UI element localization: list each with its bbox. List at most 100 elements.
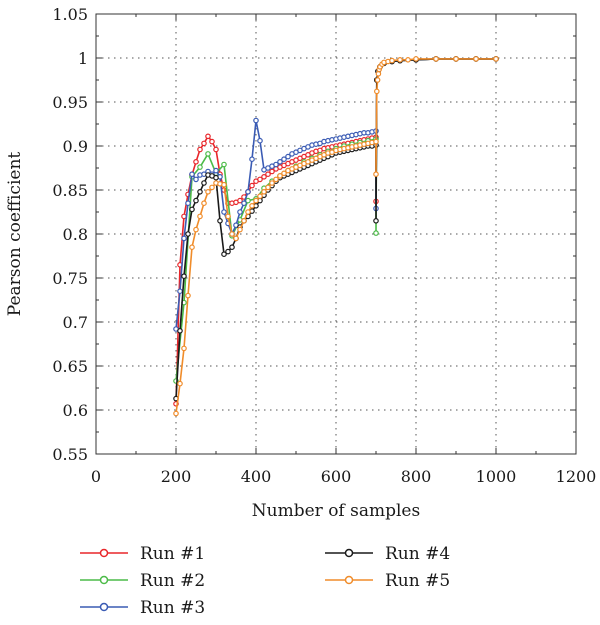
data-point (397, 56, 403, 63)
data-point (189, 171, 195, 178)
data-point (373, 138, 379, 145)
legend-item: Run #4 (325, 544, 450, 564)
legend-item: Run #1 (80, 544, 205, 564)
data-point (193, 197, 199, 204)
data-point (257, 176, 263, 183)
data-point (233, 235, 239, 242)
data-point (213, 146, 219, 153)
legend-marker (99, 575, 109, 585)
data-point (221, 251, 227, 258)
data-point (249, 182, 255, 189)
data-point (245, 209, 251, 215)
data-point (433, 56, 439, 62)
y-tick-label: 0.75 (52, 269, 88, 288)
data-point (225, 248, 231, 255)
data-point (193, 176, 199, 183)
y-tick-label: 0.7 (63, 313, 88, 332)
y-tick-label: 0.95 (52, 93, 88, 112)
data-point (249, 203, 255, 209)
x-tick-label: 600 (321, 467, 352, 486)
data-point (373, 218, 379, 224)
data-point (205, 133, 211, 140)
data-point (185, 200, 191, 207)
data-point (177, 327, 183, 334)
data-point (265, 184, 271, 191)
legend-item: Run #3 (80, 598, 205, 618)
data-point (181, 273, 187, 280)
data-point (261, 189, 267, 195)
data-point (373, 88, 380, 95)
data-point (221, 209, 227, 215)
data-point (205, 151, 211, 157)
data-point (185, 292, 191, 299)
data-point (197, 164, 203, 170)
legend: Run #1 Run #2 Run #3 Run #4 Run #5 (80, 544, 450, 618)
legend-label: Run #4 (385, 544, 450, 564)
data-point (193, 226, 199, 233)
data-point (253, 117, 259, 124)
data-point (225, 213, 231, 220)
y-tick-label: 0.6 (63, 401, 88, 420)
data-point (257, 193, 263, 200)
data-point (277, 173, 283, 179)
data-point (265, 171, 271, 178)
data-point (261, 174, 267, 180)
data-point (245, 197, 251, 204)
y-tick-label: 1.05 (52, 5, 88, 24)
data-point (281, 156, 287, 163)
data-point (277, 159, 283, 165)
data-point (453, 56, 459, 62)
y-tick-label: 0.85 (52, 181, 88, 200)
x-axis-title: Number of samples (252, 501, 420, 521)
y-tick-label: 0.55 (52, 445, 88, 464)
data-point (209, 138, 215, 145)
data-point (253, 197, 259, 204)
y-tick-label: 0.65 (52, 357, 88, 376)
axis-ticks: 0 200 400 600 800 1000 1200 0.55 0.6 0.65 0.7 0.75 0… (52, 5, 596, 486)
data-point (189, 206, 195, 213)
x-tick-label: 1000 (476, 467, 517, 486)
data-point (273, 161, 279, 168)
data-point (273, 176, 279, 183)
data-point (229, 231, 235, 237)
data-point (245, 189, 251, 195)
data-point (177, 288, 183, 295)
series-4 (173, 56, 499, 402)
series-5 (173, 56, 499, 417)
data-point (201, 200, 207, 207)
data-point (237, 209, 243, 215)
data-point (281, 170, 287, 177)
data-point (193, 159, 199, 165)
legend-label: Run #5 (385, 571, 450, 591)
legend-marker (344, 548, 354, 558)
y-tick-label: 0.8 (63, 225, 88, 244)
series-line (175, 58, 496, 399)
data-point (241, 200, 247, 207)
data-point (185, 231, 191, 237)
data-point (389, 57, 395, 64)
legend-item: Run #2 (80, 571, 205, 591)
y-tick-label: 0.9 (63, 137, 88, 156)
x-tick-label: 1200 (556, 467, 597, 486)
x-tick-label: 400 (241, 467, 272, 486)
data-point (285, 153, 291, 160)
data-point (173, 410, 179, 417)
y-axis-title: Pearson coefficient (5, 152, 25, 317)
data-point (189, 244, 195, 251)
data-point (269, 168, 275, 175)
data-point (373, 171, 379, 178)
data-point (375, 71, 382, 77)
legend-item: Run #5 (325, 571, 450, 591)
x-tick-label: 200 (161, 467, 192, 486)
data-point (473, 56, 479, 62)
data-point (249, 156, 255, 163)
data-point (201, 140, 207, 147)
data-point (197, 213, 203, 220)
data-point (221, 181, 227, 188)
data-point (269, 180, 275, 186)
data-point (405, 56, 411, 63)
data-point (181, 345, 187, 352)
data-point (493, 56, 499, 62)
data-point (213, 167, 219, 174)
